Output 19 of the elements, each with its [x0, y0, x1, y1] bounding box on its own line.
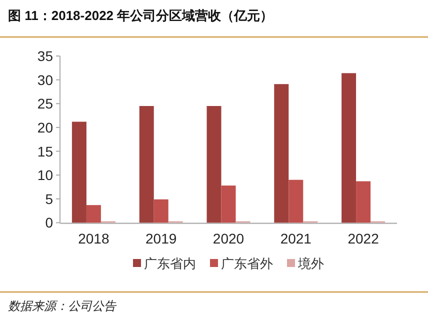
x-tick-label: 2021 [280, 230, 312, 247]
source-note: 数据来源：公司公告 [8, 299, 117, 313]
x-tick-label: 2022 [348, 230, 380, 247]
x-tick-label: 2020 [212, 230, 244, 247]
y-tick-label: 5 [45, 190, 54, 207]
y-tick-label: 20 [37, 119, 54, 136]
y-tick-label: 10 [37, 167, 54, 184]
x-tick-label: 2019 [146, 230, 177, 247]
legend-label: 广东省外 [221, 256, 273, 271]
y-tick-label: 15 [37, 143, 54, 160]
title: 图 11：2018-2022 年公司分区域营收（亿元） [8, 8, 274, 23]
x-tick-label: 2018 [78, 230, 110, 247]
legend-label: 广东省内 [144, 256, 196, 271]
legend-label: 境外 [297, 256, 324, 271]
y-tick-label: 0 [45, 214, 54, 231]
y-tick-label: 35 [37, 48, 54, 64]
plot: 0 5 10 15 20 25 30 35 2018 2019 2020 2021 2022 [37, 48, 397, 247]
y-tick-label: 30 [37, 72, 54, 88]
y-tick-label: 25 [37, 96, 54, 112]
